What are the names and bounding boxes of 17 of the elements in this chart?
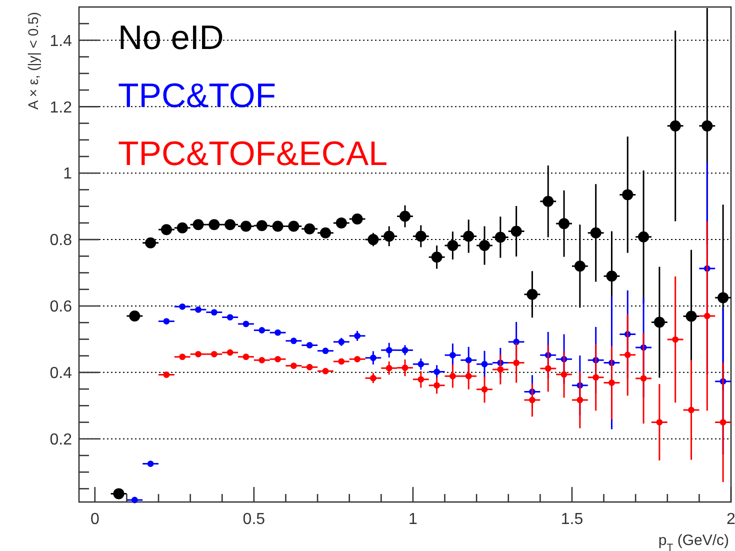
y-tick-label: 0.6 — [50, 298, 72, 316]
y-axis-title: A × ε, (|y| < 0.5) — [25, 12, 41, 110]
text: TPC&TOF — [118, 77, 276, 115]
y-tick-label: 1.2 — [50, 99, 72, 116]
y-tick-label: 0.2 — [50, 431, 72, 448]
x-tick-label: 0.5 — [242, 511, 266, 528]
x-axis-title: p$_{T}$ (GeV/c) — [658, 532, 729, 551]
y-tick-label: 1.4 — [50, 32, 72, 50]
text: No eID — [118, 19, 224, 57]
x-tick-label: 1.5 — [560, 511, 584, 528]
text: TPC&TOF&ECAL — [118, 135, 388, 173]
y-tick-label: 0.4 — [50, 365, 72, 382]
y-tick-label: 1 — [63, 166, 72, 183]
x-tick-label: 1 — [408, 511, 418, 528]
y-tick-label: 0.8 — [50, 232, 72, 250]
x-tick-label: 2 — [726, 511, 735, 528]
x-tick-label: 0 — [90, 511, 100, 528]
